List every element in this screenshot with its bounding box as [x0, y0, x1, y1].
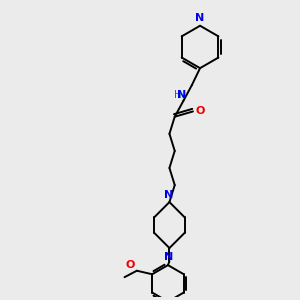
Text: O: O — [195, 106, 205, 116]
Text: N: N — [177, 90, 186, 100]
Text: H: H — [174, 90, 182, 100]
Text: N: N — [164, 190, 173, 200]
Text: N: N — [195, 14, 205, 23]
Text: O: O — [126, 260, 135, 269]
Text: N: N — [164, 252, 173, 262]
